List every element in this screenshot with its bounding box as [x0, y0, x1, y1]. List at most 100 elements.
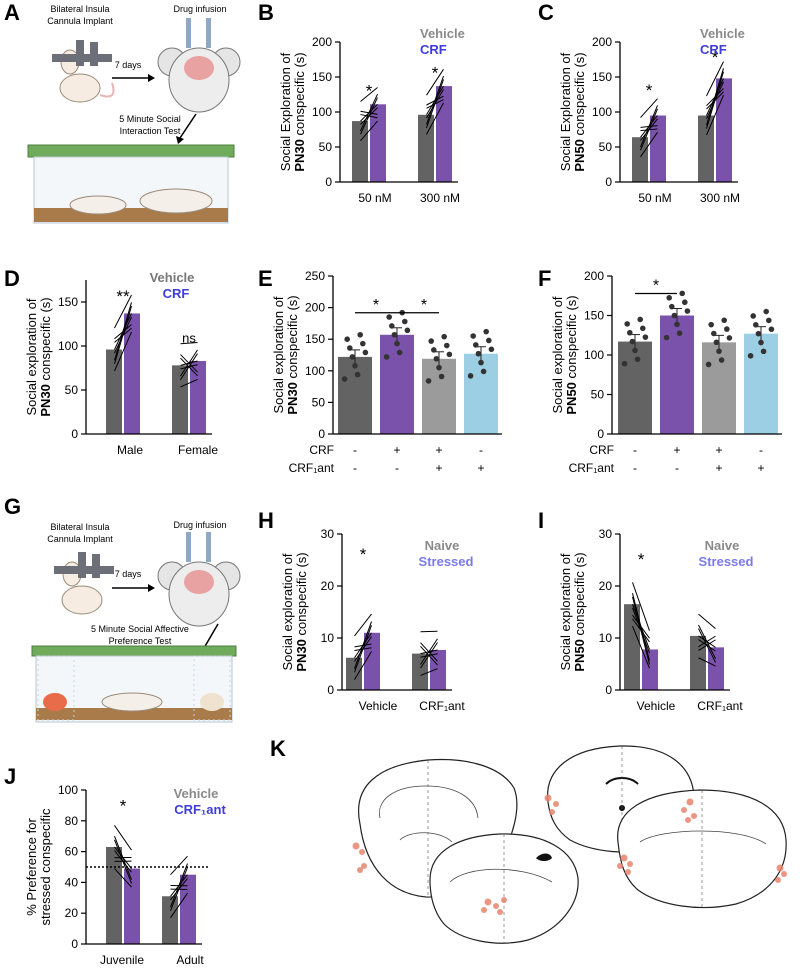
x-tick-label: CRF₁ant	[419, 699, 465, 713]
condition-mark: -	[633, 443, 637, 457]
data-point	[682, 299, 688, 306]
y-axis-label-line1: Social exploration of	[550, 296, 565, 413]
paired-line	[354, 647, 372, 651]
preference-cage-illustration	[31, 645, 237, 723]
significance-label: *	[360, 545, 367, 564]
y-tick-label: 0	[71, 427, 78, 441]
condition-mark: -	[633, 461, 637, 475]
significance-label: *	[646, 81, 653, 100]
y-tick-label: 50	[599, 140, 613, 154]
paired-line	[114, 331, 132, 372]
paired-line	[640, 132, 658, 158]
y-tick-label: 150	[592, 70, 612, 84]
y-tick-label: 100	[592, 105, 612, 119]
y-axis-label-line1: Social exploration of	[280, 553, 295, 670]
condition-mark: +	[715, 443, 722, 457]
paired-line	[360, 120, 378, 142]
bar-series-2	[370, 104, 386, 182]
paired-line	[706, 95, 724, 136]
y-axis-label-line1: Social exploration of	[24, 298, 39, 415]
paired-line	[180, 357, 198, 377]
implant-label-line2: Cannula Implant	[47, 534, 113, 544]
data-point	[679, 290, 685, 297]
paired-line	[420, 642, 438, 662]
paired-line	[114, 839, 132, 884]
bar-series-2	[124, 313, 140, 434]
significance-label: *	[421, 297, 427, 314]
condition-mark: +	[477, 461, 484, 475]
paired-line	[360, 87, 378, 102]
chart-panel-h: H 0 10 20 30 Social exploration of PN30 conspe…	[258, 508, 474, 713]
data-point	[473, 342, 479, 348]
data-point	[705, 361, 712, 368]
condition-mark: -	[353, 461, 357, 475]
chart-panel-i: I 0 10 20 30 Social exploration of PN50 conspe…	[538, 508, 754, 713]
x-tick-label: Male	[117, 443, 143, 457]
brain-section-2	[429, 833, 579, 944]
bar-series-2	[364, 632, 380, 690]
condition-mark: +	[435, 461, 442, 475]
data-point	[483, 328, 490, 335]
data-point	[441, 333, 448, 340]
condition-mark: +	[393, 443, 400, 457]
bar-series-1	[624, 604, 640, 690]
y-tick-label: 0	[605, 683, 612, 697]
y-tick-label: 30	[599, 527, 613, 541]
data-point	[629, 338, 636, 345]
condition-row-label: CRF₁ant	[289, 461, 335, 475]
condition-row-label: CRF	[589, 443, 614, 457]
y-tick-label: 0	[318, 427, 325, 441]
interaction-cage-illustration	[27, 144, 235, 224]
bar-series-2	[430, 649, 446, 690]
implant-label-line1: Bilateral Insula	[50, 4, 109, 14]
data-point	[763, 308, 769, 315]
data-point	[674, 321, 680, 328]
data-point	[389, 323, 395, 329]
data-point	[624, 321, 630, 327]
paired-line	[640, 125, 658, 128]
y-axis-label-line1: Social exploration of	[271, 296, 286, 413]
bar-series-2	[124, 868, 140, 944]
data-point	[713, 339, 720, 346]
data-point	[357, 331, 364, 338]
y-tick-label: 10	[599, 631, 613, 645]
paired-line	[640, 128, 658, 132]
legend-series-2: CRF	[700, 42, 727, 57]
condition-mark: +	[435, 443, 442, 457]
y-axis-label-line2: PN50 conspecific (s)	[572, 552, 587, 671]
legend-series-1: Vehicle	[150, 270, 195, 285]
data-point	[669, 303, 675, 310]
data-point	[444, 342, 450, 349]
paired-line	[632, 596, 650, 665]
data-point	[347, 345, 353, 351]
data-point	[760, 348, 767, 355]
test-label-line1: 5 Minute Social Affective	[91, 624, 189, 634]
data-point	[446, 351, 453, 358]
paired-line	[114, 327, 132, 343]
chart-panel-e: E 0 50 100 150 200 250 Social exploration of PN3…	[258, 266, 502, 475]
y-tick-label: 200	[312, 35, 332, 49]
data-point	[716, 348, 722, 355]
x-tick-label: 50 nM	[358, 191, 391, 205]
legend-series-1: Vehicle	[174, 786, 219, 801]
x-tick-label: Adult	[176, 953, 204, 967]
y-tick-label: 20	[599, 579, 613, 593]
drug-infusion-label: Drug infusion	[173, 4, 226, 14]
y-axis-label-line1: Social exploration of	[558, 553, 573, 670]
data-point	[436, 364, 442, 371]
chart-panel-j: J 0 20 40 60 80 100 % Preference for stressed co…	[4, 764, 226, 967]
y-tick-label: 0	[605, 175, 612, 189]
chart-panel-f: F 0 50 100 150 200 Social exploration of PN50 c…	[538, 266, 782, 475]
condition-mark: -	[353, 443, 357, 457]
rat-cannula-illustration	[52, 40, 115, 103]
paired-line	[426, 69, 444, 96]
y-tick-label: 20	[321, 579, 335, 593]
chart-panel-c: C 0 50 100 150 200 Social Exploration of PN50 c…	[538, 0, 745, 205]
paired-line	[698, 624, 716, 659]
legend-series-1: Naive	[705, 538, 740, 553]
x-tick-label: 300 nM	[420, 191, 460, 205]
condition-mark: +	[715, 461, 722, 475]
paired-line	[640, 98, 658, 118]
y-tick-label: 50	[591, 388, 605, 402]
test-label-line2: Preference Test	[109, 636, 172, 646]
